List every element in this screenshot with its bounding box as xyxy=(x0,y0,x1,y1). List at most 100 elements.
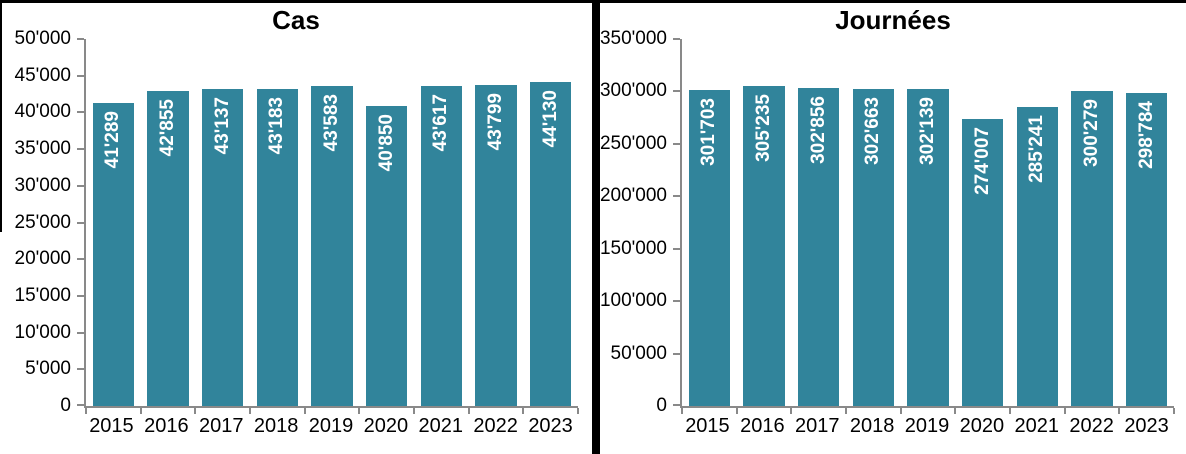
left-border-line xyxy=(0,0,2,232)
bar: 305'235 xyxy=(743,85,785,406)
y-tick-label: 0 xyxy=(60,395,71,416)
bar: 285'241 xyxy=(1016,106,1059,406)
bar-slot: 40'850 xyxy=(359,39,414,406)
bar: 40'850 xyxy=(365,106,408,406)
journees-chart-panel: Journées 0 50'000 100'000 150'000 200'000 250… xyxy=(600,3,1186,454)
charts-row: Cas 0 5'000 10'000 15'000 20'000 25'000 30'000… xyxy=(0,3,1186,454)
y-tick-label: 100'000 xyxy=(599,290,667,312)
y-tick-label: 25'000 xyxy=(14,211,71,233)
y-tick-mark xyxy=(77,258,84,261)
y-tick-label: 45'000 xyxy=(14,64,71,86)
bar: 301'703 xyxy=(688,89,731,406)
bar: 43'137 xyxy=(201,89,244,406)
bar-slot: 42'855 xyxy=(141,39,196,406)
x-axis-label: 2019 xyxy=(308,415,354,437)
x-tick-mark xyxy=(413,408,415,414)
y-tick-label: 350'000 xyxy=(599,28,667,49)
x-axis-spacer xyxy=(600,408,680,448)
x-tick-mark xyxy=(1118,408,1121,414)
bar-value-label: 44'130 xyxy=(539,90,561,148)
bar-value-label: 302'856 xyxy=(807,96,829,165)
x-axis-label: 2018 xyxy=(849,415,895,437)
bar: 302'139 xyxy=(907,89,949,406)
x-tick-mark xyxy=(1009,408,1011,414)
y-tick-label: 50'000 xyxy=(610,342,667,364)
x-axis-label: 2016 xyxy=(740,415,785,437)
x-tick-mark xyxy=(1063,408,1066,414)
x-tick-mark xyxy=(577,408,579,414)
bar-value-label: 301'703 xyxy=(698,97,720,166)
x-tick-mark xyxy=(1173,408,1175,414)
y-tick-mark xyxy=(77,184,84,187)
bar-value-label: 274'007 xyxy=(971,126,993,195)
y-tick-mark xyxy=(77,221,84,224)
bar-slot: 44'130 xyxy=(523,39,578,406)
y-tick-mark xyxy=(673,300,680,303)
bar-value-label: 285'241 xyxy=(1026,114,1048,183)
bar: 274'007 xyxy=(961,118,1004,406)
bar-value-label: 43'617 xyxy=(430,93,452,152)
bar-slot: 43'617 xyxy=(414,39,469,406)
bar-value-label: 302'139 xyxy=(917,97,939,166)
bar: 43'183 xyxy=(256,89,299,406)
x-axis-spacer xyxy=(0,408,84,448)
cas-chart-panel: Cas 0 5'000 10'000 15'000 20'000 25'000 30'000… xyxy=(0,3,592,454)
x-axis-label: 2019 xyxy=(904,415,950,437)
y-tick-mark xyxy=(673,404,680,406)
x-axis-label: 2017 xyxy=(198,415,244,437)
y-tick-mark xyxy=(673,352,680,355)
vertical-divider xyxy=(592,3,600,454)
x-axis-label: 2015 xyxy=(685,415,730,437)
x-tick-mark xyxy=(790,408,793,414)
journees-chart-title: Journées xyxy=(835,5,951,35)
x-axis-label: 2020 xyxy=(959,415,1005,437)
top-border-line xyxy=(0,0,1186,3)
bar: 43'583 xyxy=(311,86,353,406)
plot-area: 301'703 305'235 302'856 302'663 302'139 274'0… xyxy=(673,38,1175,414)
y-tick-mark xyxy=(673,38,680,40)
x-axis-label: 2022 xyxy=(473,415,518,437)
bar-slot: 298'784 xyxy=(1119,39,1174,406)
bar-slot: 302'856 xyxy=(791,39,846,406)
x-axis-label: 2022 xyxy=(1069,415,1114,437)
bar-slot: 305'235 xyxy=(737,39,792,406)
bar: 300'279 xyxy=(1071,91,1113,406)
x-axis-label: 2020 xyxy=(363,415,409,437)
bar: 302'663 xyxy=(852,88,895,406)
x-tick-mark xyxy=(954,408,957,414)
bars-container: 41'289 42'855 43'137 43'183 43'583 40'850 43'6… xyxy=(86,39,578,406)
bar-slot: 43'583 xyxy=(305,39,360,406)
y-tick-mark xyxy=(77,294,84,297)
y-tick-label: 300'000 xyxy=(599,80,667,102)
y-tick-label: 200'000 xyxy=(599,185,667,207)
bar-slot: 43'183 xyxy=(250,39,305,406)
x-tick-mark xyxy=(303,408,306,414)
y-tick-mark xyxy=(77,331,84,334)
x-axis-label: 2023 xyxy=(1124,415,1169,437)
bar-value-label: 300'279 xyxy=(1081,99,1103,168)
y-tick-mark xyxy=(77,148,84,151)
x-tick-mark xyxy=(467,408,470,414)
y-tick-label: 20'000 xyxy=(14,248,71,270)
y-tick-mark xyxy=(673,90,680,93)
x-axis-label: 2015 xyxy=(89,415,134,437)
bar-slot: 300'279 xyxy=(1065,39,1120,406)
x-tick-mark xyxy=(899,408,902,414)
bar-value-label: 298'784 xyxy=(1135,100,1157,169)
journees-chart-body: 0 50'000 100'000 150'000 200'000 250'000 300'0… xyxy=(599,28,1186,416)
x-tick-mark xyxy=(845,408,847,414)
x-tick-mark xyxy=(358,408,361,414)
x-tick-mark xyxy=(85,408,87,414)
bar-value-label: 43'799 xyxy=(485,92,507,150)
bar-value-label: 302'663 xyxy=(862,96,884,165)
x-tick-mark xyxy=(735,408,738,414)
x-axis-labels: 2015 2016 2017 2018 2019 2020 2021 2022 2023 xyxy=(84,408,578,448)
x-axis-label: 2021 xyxy=(418,415,464,437)
y-tick-mark xyxy=(673,247,680,250)
x-axis-label: 2023 xyxy=(528,415,573,437)
x-axis-label: 2016 xyxy=(144,415,189,437)
bar-value-label: 41'289 xyxy=(102,110,124,169)
bar: 298'784 xyxy=(1125,92,1168,406)
x-axis-label: 2017 xyxy=(794,415,840,437)
y-tick-label: 15'000 xyxy=(14,284,71,306)
